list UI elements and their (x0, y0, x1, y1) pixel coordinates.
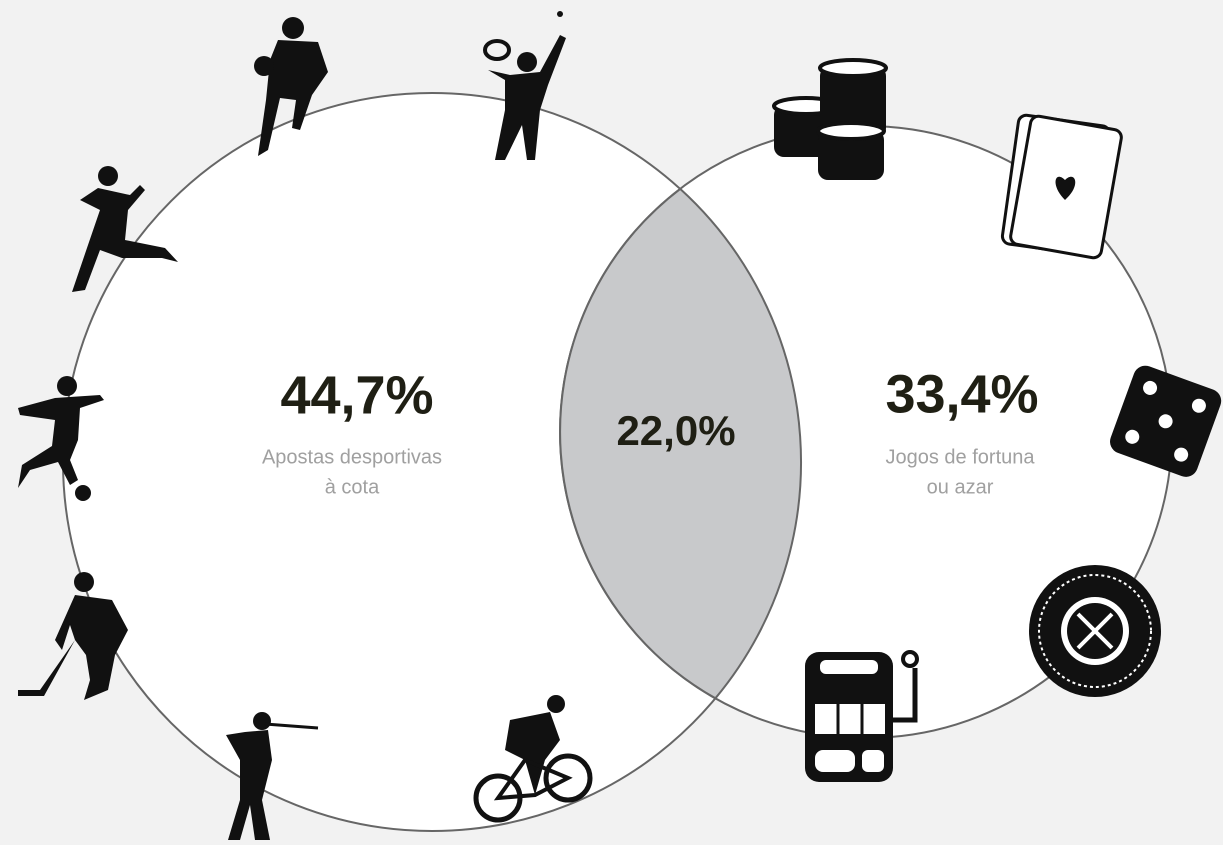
right-label: Jogos de fortuna (886, 446, 1036, 468)
overlap-value: 22,0% (616, 407, 735, 454)
gambling-icons (772, 58, 1222, 782)
dice (1110, 365, 1222, 477)
right-label: ou azar (927, 476, 994, 498)
chips (772, 58, 888, 180)
sport-icons (18, 11, 593, 840)
runner (72, 166, 178, 292)
left-label: Apostas desportivas (262, 446, 442, 468)
tennis-player (483, 11, 566, 160)
cards (1000, 113, 1123, 260)
roulette (1029, 565, 1161, 697)
slot-machine (805, 650, 919, 782)
overlap-region (559, 187, 802, 700)
left-label: à cota (325, 476, 380, 498)
left-value: 44,7% (280, 365, 433, 425)
golfer (226, 712, 319, 840)
cyclist (473, 695, 593, 823)
footballer (18, 376, 104, 501)
right-value: 33,4% (885, 364, 1038, 424)
basketball-player (254, 17, 328, 156)
hockey-player (18, 572, 128, 700)
